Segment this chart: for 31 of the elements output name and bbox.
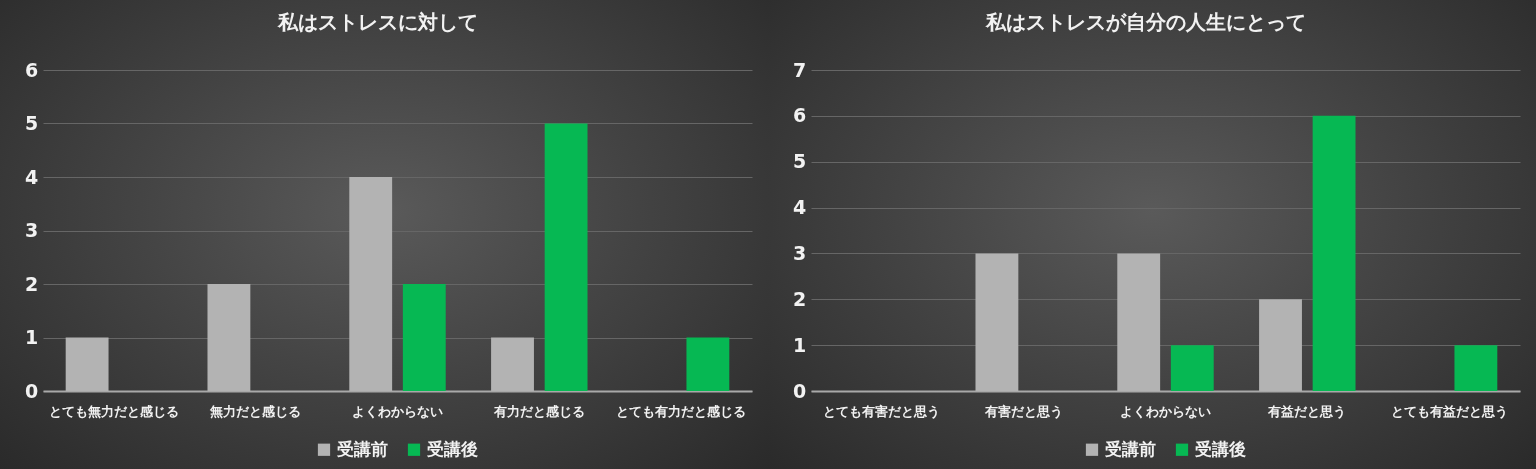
y-tick-label: 2	[792, 287, 807, 310]
chart-title: 私はストレスに対して	[276, 10, 478, 34]
x-tick-label: 無力だと感じる	[209, 403, 302, 419]
y-tick-label: 7	[792, 58, 807, 81]
y-tick-label: 3	[792, 241, 807, 264]
chart-title: 私はストレスが自分の人生にとって	[984, 10, 1306, 34]
y-tick-label: 5	[792, 150, 807, 173]
x-tick-label: とても無力だと感じる	[48, 403, 179, 419]
y-tick-label: 1	[792, 333, 807, 356]
x-tick-label: とても有益だと思う	[1390, 403, 1508, 419]
y-tick-label: 5	[24, 112, 39, 134]
y-tick-label: 6	[24, 58, 39, 81]
legend-label: 受講前	[1104, 438, 1156, 459]
x-tick-label: よくわからない	[1120, 403, 1211, 419]
y-tick-label: 4	[792, 196, 807, 219]
legend-label: 受講後	[1194, 438, 1246, 459]
x-tick-label: とても有力だと感じる	[616, 403, 747, 419]
y-tick-label: 4	[24, 165, 39, 188]
y-tick-label: 3	[24, 219, 39, 241]
x-tick-label: とても有害だと思う	[823, 403, 941, 419]
y-tick-label: 1	[24, 326, 39, 348]
x-tick-label: よくわからない	[352, 403, 443, 419]
x-tick-label: 有益だと思う	[1267, 403, 1347, 419]
y-tick-label: 6	[792, 104, 807, 127]
legend-label: 受講前	[336, 438, 388, 459]
x-tick-label: 有力だと感じる	[492, 403, 585, 419]
x-tick-label: 有害だと思う	[983, 403, 1063, 419]
legend-label: 受講後	[426, 438, 478, 459]
y-tick-label: 2	[24, 272, 39, 295]
y-tick-label: 0	[792, 379, 807, 402]
y-tick-label: 0	[24, 379, 39, 402]
